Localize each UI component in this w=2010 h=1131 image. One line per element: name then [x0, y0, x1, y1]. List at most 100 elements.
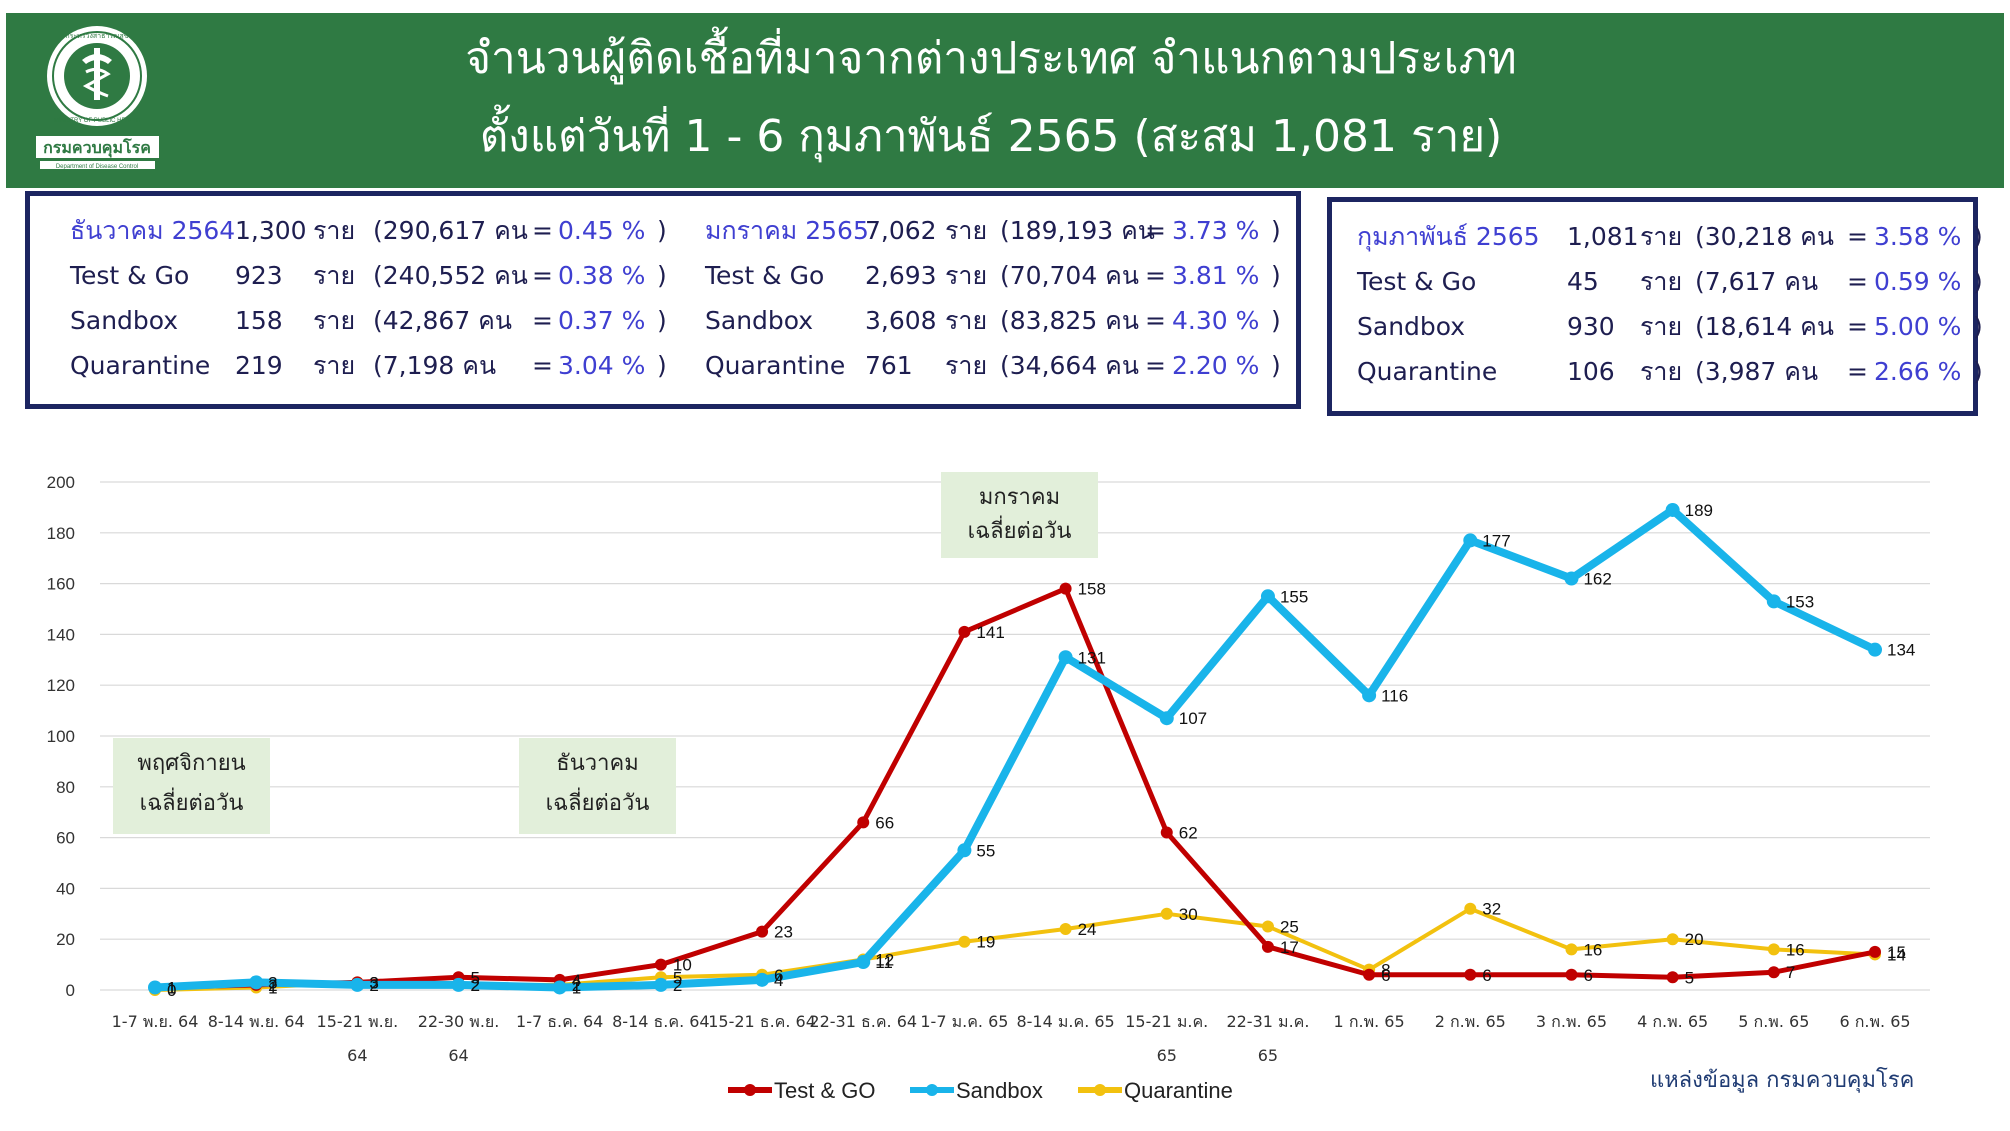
data-label: 20 [1685, 930, 1704, 949]
x-tick-label: 5 ก.พ. 65 [1738, 1012, 1809, 1031]
data-label: 66 [875, 813, 894, 832]
data-point [1260, 589, 1275, 604]
logo-text: กรมควบคุมโรค [43, 137, 151, 158]
stat-eq: = [532, 261, 553, 290]
stat-row-december-3: Quarantine 219 ราย (7,198 คน = 3.04 %) [70, 346, 690, 386]
legend-marker [926, 1084, 938, 1096]
stat-unit: ราย [313, 351, 356, 380]
data-label: 6 [1381, 966, 1390, 985]
stat-people: (189,193 คน [1000, 216, 1155, 245]
data-point [1565, 968, 1578, 981]
stat-pct: 0.45 % [558, 216, 646, 245]
stat-row-february-3: Quarantine 106 ราย (3,987 คน = 2.66 %) [1357, 352, 1983, 392]
annotation-text: เฉลี่ยต่อวัน [546, 787, 650, 816]
data-label: 23 [774, 923, 793, 942]
stat-label: ธันวาคม 2564 [70, 216, 236, 245]
data-point [1766, 594, 1781, 609]
data-label: 2 [572, 976, 581, 995]
data-point [451, 977, 466, 992]
annotation-text: เฉลี่ยต่อวัน [140, 787, 244, 816]
data-point [958, 625, 971, 638]
data-label: 12 [875, 951, 894, 970]
data-label: 55 [976, 841, 995, 860]
data-label: 1 [268, 978, 277, 997]
y-tick-label: 20 [56, 930, 75, 949]
stat-pct: 3.58 % [1874, 222, 1962, 251]
stat-row-december-1: Test & Go 923 ราย (240,552 คน = 0.38 %) [70, 256, 690, 296]
stat-unit: ราย [313, 261, 356, 290]
data-point [1767, 966, 1780, 979]
data-label: 2 [471, 976, 480, 995]
data-point [1666, 933, 1679, 946]
data-point [1261, 920, 1274, 933]
stat-eq: = [532, 351, 553, 380]
stat-unit: ราย [945, 306, 988, 335]
stat-label: Sandbox [705, 306, 814, 335]
stat-label: Test & Go [1357, 267, 1477, 296]
x-tick-label: 4 ก.พ. 65 [1637, 1012, 1708, 1031]
data-point [1564, 571, 1579, 586]
stat-people: (290,617 คน [373, 216, 528, 245]
stat-eq: = [1145, 261, 1166, 290]
stat-row-february-2: Sandbox 930 ราย (18,614 คน = 5.00 %) [1357, 307, 1983, 347]
annotation-text: มกราคม [979, 485, 1060, 510]
annotation-box [519, 738, 676, 834]
data-label: 189 [1685, 501, 1713, 520]
stat-unit: ราย [1640, 312, 1683, 341]
stat-count: 106 [1567, 357, 1615, 386]
stat-eq: = [1847, 222, 1868, 251]
x-tick-label: 1-7 ม.ค. 65 [920, 1012, 1008, 1031]
x-tick-label: 3 ก.พ. 65 [1536, 1012, 1607, 1031]
stat-people: (83,825 คน [1000, 306, 1139, 335]
data-label: 5 [471, 968, 480, 987]
stat-label: Test & Go [705, 261, 825, 290]
data-point [1565, 943, 1578, 956]
x-tick-label: 6 ก.พ. 65 [1839, 1012, 1910, 1031]
stat-row-january-1: Test & Go 2,693 ราย (70,704 คน = 3.81 %) [705, 256, 1325, 296]
stat-count: 930 [1567, 312, 1615, 341]
logo-ring-text: MINISTRY OF PUBLIC HEALTH [54, 118, 141, 124]
data-label: 3 [268, 973, 277, 992]
data-point [1059, 582, 1072, 595]
data-label: 4 [774, 971, 783, 990]
x-tick-label: 15-21 ม.ค. [1125, 1012, 1208, 1031]
stat-people: (7,198 คน [373, 351, 497, 380]
stat-unit: ราย [1640, 222, 1683, 251]
data-label: 25 [1280, 918, 1299, 937]
stat-close: ) [1271, 351, 1281, 380]
data-label: 177 [1482, 531, 1510, 550]
data-label: 2 [471, 976, 480, 995]
stat-people: (7,617 คน [1695, 267, 1819, 296]
stat-close: ) [657, 261, 667, 290]
x-tick-label: 1-7 ธ.ค. 64 [516, 1012, 603, 1031]
stat-unit: ราย [313, 216, 356, 245]
data-label: 6 [1482, 966, 1491, 985]
x-tick-label: 64 [347, 1046, 367, 1065]
annotation-text: พฤศจิกายน [137, 751, 245, 776]
legend-label: Test & GO [774, 1078, 875, 1103]
legend-marker [1094, 1084, 1106, 1096]
y-tick-label: 80 [56, 778, 75, 797]
line-chart: 020406080100120140160180200พฤศจิกายนเฉลี… [47, 472, 1930, 1103]
data-point [1464, 902, 1477, 915]
data-label: 15 [1887, 943, 1906, 962]
logo-subtext: Department of Disease Control [56, 164, 138, 170]
stat-row-february-0: กุมภาพันธ์ 2565 1,081 ราย (30,218 คน = 3.58 %… [1357, 217, 1983, 257]
stat-eq: = [1847, 312, 1868, 341]
data-label: 11 [875, 953, 893, 972]
y-tick-label: 0 [66, 981, 75, 1000]
stat-eq: = [532, 306, 553, 335]
data-point [1464, 968, 1477, 981]
x-tick-label: 8-14 พ.ย. 64 [208, 1012, 305, 1031]
header-banner: กรมควบคุมโรค Department of Disease Contr… [6, 13, 2004, 188]
y-tick-label: 40 [56, 879, 75, 898]
data-point [1767, 943, 1780, 956]
stat-count: 3,608 [865, 306, 937, 335]
data-point [1869, 945, 1881, 958]
data-point [1666, 971, 1679, 984]
stat-unit: ราย [1640, 267, 1683, 296]
data-point [756, 925, 769, 938]
stat-people: (3,987 คน [1695, 357, 1819, 386]
data-point [249, 975, 264, 990]
data-label: 131 [1078, 648, 1106, 667]
